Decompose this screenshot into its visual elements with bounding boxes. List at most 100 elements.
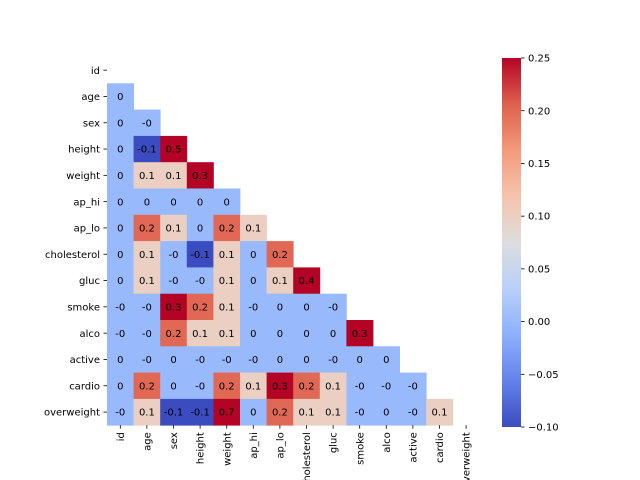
x-tick-label-alco: alco bbox=[382, 432, 393, 453]
cell-value-label: 0.1 bbox=[166, 171, 182, 182]
heatmap-cell-weight-sex bbox=[160, 162, 188, 189]
y-tick-label-ap-lo: ap_lo bbox=[74, 224, 100, 235]
cell-value-label: 0 bbox=[250, 329, 256, 340]
cell-value-label: 0 bbox=[117, 355, 123, 366]
heatmap-cell-ap-lo-age bbox=[133, 214, 161, 242]
heatmap-cell-ap-lo-height bbox=[186, 214, 214, 242]
heatmap-cell-weight-age bbox=[133, 162, 161, 189]
heatmap-cell-overweight-ap-hi bbox=[240, 398, 267, 426]
heatmap-cell-cholesterol-ap-lo bbox=[266, 241, 294, 268]
cell-value-label: 0.1 bbox=[432, 408, 448, 419]
cell-value-label: 0.1 bbox=[219, 302, 235, 313]
cell-value-label: 0 bbox=[117, 381, 123, 392]
cell-value-label: -0 bbox=[355, 408, 365, 419]
heatmap-cell-active-id bbox=[107, 346, 134, 373]
cell-value-label: 0 bbox=[277, 355, 283, 366]
y-tick-labels: id age sex height weight ap_hi ap_lo cholestero… bbox=[44, 66, 107, 419]
heatmap-cell-overweight-active bbox=[399, 398, 427, 426]
heatmap-cell-overweight-cardio bbox=[426, 398, 454, 426]
cell-value-label: 0 bbox=[357, 355, 363, 366]
cell-value-label: 0.1 bbox=[299, 408, 315, 419]
heatmap-cell-cardio-alco bbox=[373, 372, 400, 400]
cell-value-label: 0 bbox=[303, 302, 309, 313]
x-tick-label-cholesterol: cholesterol bbox=[302, 432, 313, 480]
heatmap-cell-smoke-gluc bbox=[319, 293, 347, 321]
heatmap-cell-smoke-cholesterol bbox=[293, 293, 321, 321]
heatmap-cell-active-ap-hi bbox=[240, 346, 267, 373]
heatmap-cell-active-ap-lo bbox=[266, 346, 294, 373]
y-tick-label-overweight: overweight bbox=[44, 408, 100, 419]
cell-value-label: 0 bbox=[383, 408, 389, 419]
heatmap-cell-cholesterol-ap-hi bbox=[240, 241, 267, 268]
x-tick-label-id: id bbox=[116, 432, 127, 441]
cell-value-label: 0 bbox=[303, 355, 309, 366]
cell-value-label: 0 bbox=[144, 197, 150, 208]
cell-value-label: 0.3 bbox=[272, 381, 288, 392]
cell-value-label: 0 bbox=[197, 197, 203, 208]
heatmap-cell-smoke-ap-lo bbox=[266, 293, 294, 321]
heatmap-cell-ap-hi-sex bbox=[160, 188, 188, 216]
cell-value-label: 0 bbox=[250, 276, 256, 287]
cell-value-label: 0.4 bbox=[299, 276, 315, 287]
cell-value-label: -0 bbox=[195, 276, 205, 287]
y-tick-label-sex: sex bbox=[83, 118, 100, 129]
heatmap-cell-cardio-sex bbox=[160, 372, 188, 400]
cell-value-label: -0 bbox=[169, 276, 179, 287]
heatmap-cell-cardio-age bbox=[133, 372, 161, 400]
colorbar-tick-label: 0.15 bbox=[528, 159, 550, 170]
heatmap-cell-height-id bbox=[107, 135, 134, 163]
cell-value-label: 0.1 bbox=[245, 381, 261, 392]
cell-value-label: 0.2 bbox=[192, 302, 208, 313]
heatmap-cell-overweight-height bbox=[186, 398, 214, 426]
heatmap-cell-ap-lo-ap-hi bbox=[240, 214, 267, 242]
colorbar-gradient bbox=[502, 58, 521, 427]
heatmap-cell-gluc-age bbox=[133, 267, 161, 295]
cell-value-label: 0.2 bbox=[219, 224, 235, 235]
heatmap-cell-gluc-weight bbox=[213, 267, 241, 295]
x-tick-label-sex: sex bbox=[169, 432, 180, 449]
cell-value-label: -0 bbox=[248, 355, 258, 366]
cell-value-label: -0.1 bbox=[190, 408, 210, 419]
heatmap-cell-cardio-ap-lo bbox=[266, 372, 294, 400]
heatmap-cell-ap-lo-id bbox=[107, 214, 134, 242]
y-tick-label-smoke: smoke bbox=[67, 302, 100, 313]
cell-value-label: 0.1 bbox=[139, 250, 155, 261]
heatmap-cell-gluc-ap-lo bbox=[266, 267, 294, 295]
cell-value-label: -0 bbox=[169, 250, 179, 261]
y-tick-label-ap-hi: ap_hi bbox=[73, 197, 100, 208]
heatmap-cell-gluc-height bbox=[186, 267, 214, 295]
heatmap-cell-overweight-smoke bbox=[346, 398, 374, 426]
colorbar-tick-label: 0.05 bbox=[528, 264, 550, 275]
cell-value-label: -0 bbox=[195, 381, 205, 392]
cell-value-label: -0 bbox=[115, 329, 125, 340]
heatmap-cell-gluc-id bbox=[107, 267, 134, 295]
heatmap-cell-ap-hi-height bbox=[186, 188, 214, 216]
cell-value-label: 0.5 bbox=[166, 145, 182, 156]
cell-value-label: 0 bbox=[117, 197, 123, 208]
cell-value-label: 0 bbox=[170, 381, 176, 392]
heatmap-cell-overweight-sex bbox=[160, 398, 188, 426]
heatmap-cell-overweight-weight bbox=[213, 398, 241, 426]
heatmap-cell-alco-id bbox=[107, 320, 134, 347]
cell-value-label: 0.2 bbox=[219, 381, 235, 392]
cell-value-label: 0 bbox=[117, 276, 123, 287]
cell-value-label: 0.2 bbox=[166, 329, 182, 340]
colorbar-tick-label: 0.25 bbox=[528, 54, 550, 65]
cell-value-label: 0 bbox=[170, 355, 176, 366]
heatmap-cell-cardio-height bbox=[186, 372, 214, 400]
cell-value-label: 0 bbox=[197, 224, 203, 235]
heatmap-cell-overweight-gluc bbox=[319, 398, 347, 426]
x-tick-label-active: active bbox=[409, 432, 420, 462]
cell-value-label: 0.1 bbox=[139, 408, 155, 419]
cell-value-label: 0.1 bbox=[166, 224, 182, 235]
cell-value-label: 0 bbox=[383, 355, 389, 366]
x-tick-label-weight: weight bbox=[222, 432, 233, 466]
y-tick-label-id: id bbox=[91, 66, 100, 77]
cell-value-label: 0.1 bbox=[272, 276, 288, 287]
cell-value-label: -0 bbox=[115, 302, 125, 313]
heatmap-cell-cholesterol-height bbox=[186, 241, 214, 268]
cell-value-label: -0.1 bbox=[137, 145, 157, 156]
cell-value-label: 0.2 bbox=[272, 250, 288, 261]
x-tick-label-cardio: cardio bbox=[435, 432, 446, 463]
heatmap-cell-ap-hi-age bbox=[133, 188, 161, 216]
